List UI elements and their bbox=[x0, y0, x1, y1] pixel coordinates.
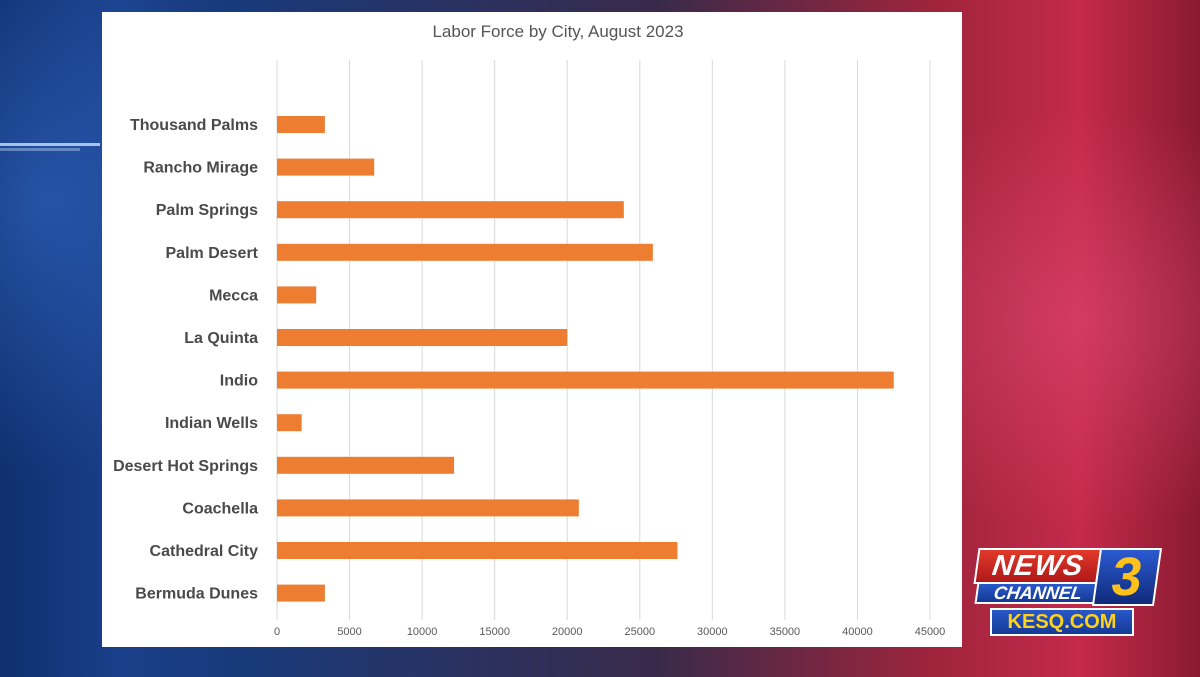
bar-coachella bbox=[277, 499, 579, 517]
bar-thousand-palms bbox=[277, 116, 325, 133]
bar-cathedral-city bbox=[277, 542, 678, 559]
bar-rancho-mirage bbox=[277, 158, 375, 176]
logo-number: 3 bbox=[1091, 547, 1163, 607]
category-label: Desert Hot Springs bbox=[113, 458, 258, 475]
chart-title: Labor Force by City, August 2023 bbox=[432, 22, 683, 41]
news-channel-3-logo: NEWS CHANNEL 3 KESQ.COM bbox=[973, 547, 1163, 640]
x-tick-label: 0 bbox=[274, 626, 280, 638]
background-light-streak bbox=[0, 143, 100, 146]
logo-channel-text: CHANNEL bbox=[974, 582, 1102, 604]
x-tick-label: 30000 bbox=[697, 626, 728, 638]
bar-palm-desert bbox=[277, 243, 653, 261]
bar-la-quinta bbox=[277, 329, 568, 346]
category-label: Thousand Palms bbox=[130, 117, 258, 134]
x-tick-label: 15000 bbox=[479, 626, 510, 638]
x-tick-label: 25000 bbox=[624, 626, 655, 638]
bar-mecca bbox=[277, 286, 317, 304]
background-light-streak bbox=[0, 148, 80, 151]
category-label: Palm Springs bbox=[156, 202, 258, 219]
x-tick-label: 45000 bbox=[915, 626, 946, 638]
logo-site-text: KESQ.COM bbox=[990, 608, 1134, 636]
bars bbox=[277, 116, 894, 602]
category-label: Coachella bbox=[182, 500, 258, 517]
bar-bermuda-dunes bbox=[277, 584, 325, 602]
category-label: Bermuda Dunes bbox=[135, 586, 258, 603]
bar-indio bbox=[277, 371, 894, 389]
x-axis-tick-labels: 0 5000 10000 15000 20000 25000 30000 35000 40000… bbox=[274, 626, 945, 638]
category-label: Palm Desert bbox=[166, 245, 259, 262]
x-tick-label: 40000 bbox=[842, 626, 873, 638]
category-label: Indio bbox=[220, 373, 258, 390]
category-label: Mecca bbox=[209, 287, 258, 304]
category-label: Indian Wells bbox=[165, 415, 258, 432]
x-tick-label: 5000 bbox=[337, 626, 361, 638]
bar-desert-hot-springs bbox=[277, 456, 455, 474]
logo-news-text: NEWS bbox=[973, 548, 1103, 584]
bar-chart: Labor Force by City, August 2023 Thousan… bbox=[113, 22, 945, 638]
category-label: Rancho Mirage bbox=[143, 160, 258, 177]
x-tick-label: 20000 bbox=[552, 626, 583, 638]
category-labels: Thousand Palms Rancho Mirage Palm Springs P… bbox=[113, 117, 259, 603]
category-label: La Quinta bbox=[184, 330, 258, 347]
x-tick-label: 10000 bbox=[407, 626, 438, 638]
category-label: Cathedral City bbox=[150, 543, 259, 560]
chart-panel: Labor Force by City, August 2023 Thousan… bbox=[102, 12, 962, 647]
bar-indian-wells bbox=[277, 414, 302, 432]
bar-palm-springs bbox=[277, 201, 624, 219]
x-tick-label: 35000 bbox=[770, 626, 801, 638]
